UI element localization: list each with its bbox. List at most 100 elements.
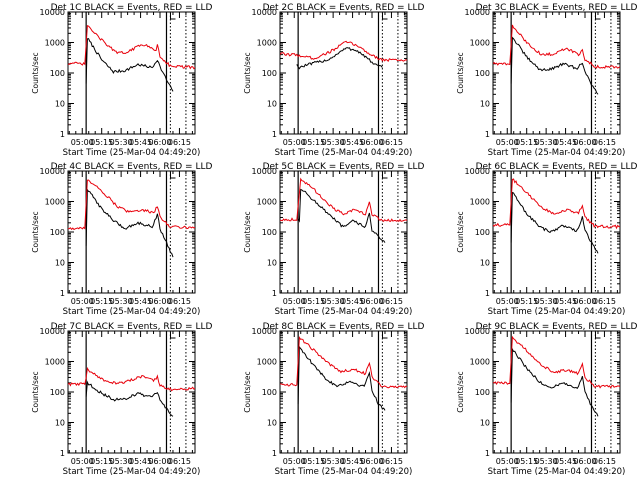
x-tick-label: 05:45 (129, 297, 152, 306)
panel-det-4: Det 4C BLACK = Events, RED = LLD 1 10 100 10… (31, 162, 212, 317)
lld-series-line (493, 335, 620, 389)
x-tick-label: 06:00 (573, 138, 596, 147)
y-tick-label: 10000 (465, 8, 490, 17)
y-tick-label: 1 (272, 449, 277, 458)
x-tick-label: 06:00 (360, 457, 383, 466)
x-tick-label: 05:30 (110, 457, 133, 466)
y-tick-label: 10 (55, 419, 65, 428)
x-axis-label: Start Time (25-Mar-04 04:49:20) (275, 467, 413, 477)
x-axis-label: Start Time (25-Mar-04 04:49:20) (63, 148, 201, 158)
panel-title: Det 1C BLACK = Events, RED = LLD (51, 3, 213, 13)
y-tick-label: 1000 (257, 358, 277, 367)
x-tick-label: 06:00 (360, 138, 383, 147)
y-tick-label: 100 (262, 69, 277, 78)
y-tick-label: 1000 (470, 39, 490, 48)
x-tick-label: 05:45 (129, 138, 152, 147)
lld-series-line (280, 40, 407, 63)
lld-series-line (68, 24, 195, 70)
panel-title: Det 5C BLACK = Events, RED = LLD (263, 162, 425, 172)
y-tick-label: 1 (485, 449, 490, 458)
x-tick-label: 05:00 (71, 457, 94, 466)
plot-frame (279, 11, 408, 135)
y-axis-label: Counts/sec (31, 371, 40, 412)
panel-det-6: Det 6C BLACK = Events, RED = LLD 1 10 100 10… (456, 162, 637, 317)
panel-det-7: Det 7C BLACK = Events, RED = LLD 1 10 100 10… (31, 322, 212, 477)
x-tick-label: 05:00 (496, 297, 519, 306)
x-tick-label: 06:00 (148, 138, 171, 147)
panel-det-3: Det 3C BLACK = Events, RED = LLD 1 10 100 10… (456, 3, 637, 158)
y-tick-label: 1000 (45, 39, 65, 48)
panel-det-8: Det 8C BLACK = Events, RED = LLD 1 10 100 10… (243, 322, 424, 477)
panel-det-2: Det 2C BLACK = Events, RED = LLD 1 10 100 10… (243, 3, 424, 158)
panel-title: Det 3C BLACK = Events, RED = LLD (476, 3, 638, 13)
plot-frame (67, 330, 196, 454)
x-tick-label: 06:00 (573, 297, 596, 306)
y-tick-label: 100 (475, 228, 490, 237)
panel-title: Det 6C BLACK = Events, RED = LLD (476, 162, 638, 172)
x-tick-label: 05:45 (554, 138, 577, 147)
panel-title: Det 7C BLACK = Events, RED = LLD (51, 322, 213, 332)
y-tick-label: 10 (267, 259, 277, 268)
x-tick-label: 05:00 (283, 297, 306, 306)
panel-title: Det 9C BLACK = Events, RED = LLD (476, 322, 638, 332)
y-tick-label: 100 (262, 388, 277, 397)
y-tick-label: 10 (55, 259, 65, 268)
y-tick-label: 100 (475, 69, 490, 78)
lld-series-line (493, 178, 620, 230)
x-tick-label: 05:30 (322, 297, 345, 306)
x-axis-label: Start Time (25-Mar-04 04:49:20) (488, 467, 626, 477)
y-axis-label: Counts/sec (243, 52, 252, 93)
y-tick-label: 1000 (45, 358, 65, 367)
y-tick-label: 10000 (252, 327, 277, 336)
interval-bracket (381, 13, 388, 20)
x-tick-label: 05:15 (90, 297, 113, 306)
x-tick-label: 05:45 (554, 297, 577, 306)
x-tick-label: 06:00 (148, 297, 171, 306)
plot-frame (279, 170, 408, 294)
x-tick-label: 05:45 (341, 138, 364, 147)
x-tick-label: 06:15 (593, 457, 616, 466)
y-tick-label: 1000 (257, 198, 277, 207)
y-axis-label: Counts/sec (243, 371, 252, 412)
y-tick-label: 10 (267, 419, 277, 428)
interval-bracket (169, 172, 176, 179)
x-tick-label: 05:30 (110, 138, 133, 147)
x-tick-label: 05:00 (496, 138, 519, 147)
x-tick-label: 05:30 (535, 138, 558, 147)
y-tick-label: 1 (272, 289, 277, 298)
y-tick-label: 1 (60, 130, 65, 139)
events-series-line (85, 38, 174, 92)
x-tick-label: 05:45 (129, 457, 152, 466)
x-tick-label: 06:00 (573, 457, 596, 466)
panel-det-5: Det 5C BLACK = Events, RED = LLD 1 10 100 10… (243, 162, 424, 317)
y-tick-label: 100 (262, 228, 277, 237)
panel-title: Det 2C BLACK = Events, RED = LLD (263, 3, 425, 13)
y-tick-label: 1 (60, 449, 65, 458)
x-axis-label: Start Time (25-Mar-04 04:49:20) (275, 148, 413, 158)
y-tick-label: 10000 (40, 167, 65, 176)
x-tick-label: 05:15 (515, 138, 538, 147)
x-tick-label: 06:15 (168, 457, 191, 466)
interval-bracket (381, 332, 388, 339)
y-tick-label: 10000 (465, 167, 490, 176)
x-tick-label: 05:30 (322, 138, 345, 147)
x-tick-label: 05:00 (71, 138, 94, 147)
x-tick-label: 05:00 (283, 457, 306, 466)
y-tick-label: 100 (475, 388, 490, 397)
interval-bracket (594, 13, 601, 20)
lld-series-line (493, 24, 620, 69)
x-tick-label: 05:30 (535, 457, 558, 466)
y-tick-label: 10 (480, 419, 490, 428)
x-tick-label: 06:15 (168, 138, 191, 147)
x-tick-label: 06:15 (168, 297, 191, 306)
x-tick-label: 05:15 (90, 457, 113, 466)
x-tick-label: 05:00 (71, 297, 94, 306)
y-tick-label: 100 (50, 228, 65, 237)
x-tick-label: 06:15 (380, 138, 403, 147)
x-tick-label: 05:45 (341, 457, 364, 466)
y-tick-label: 10000 (40, 327, 65, 336)
y-axis-label: Counts/sec (243, 211, 252, 252)
events-series-line (85, 380, 174, 417)
y-axis-label: Counts/sec (456, 52, 465, 93)
